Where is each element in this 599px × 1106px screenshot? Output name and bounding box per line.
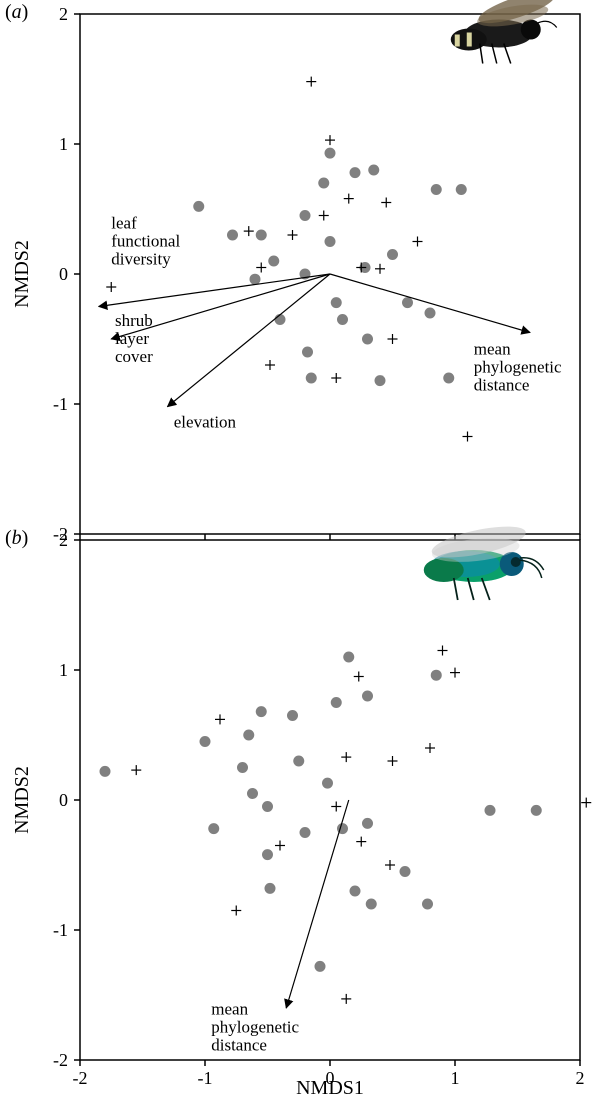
data-point-dot — [402, 297, 413, 308]
data-point-dot — [425, 308, 436, 319]
data-point-dot — [400, 866, 411, 877]
vector-label: shrublayercover — [115, 311, 153, 366]
data-point-dot — [350, 167, 361, 178]
data-point-dot — [243, 730, 254, 741]
data-point-dot — [250, 274, 261, 285]
wasp-icon — [424, 520, 544, 600]
data-point-dot — [315, 961, 326, 972]
data-point-dot — [456, 184, 467, 195]
data-point-dot — [362, 334, 373, 345]
data-point-dot — [325, 148, 336, 159]
data-point-dot — [337, 314, 348, 325]
x-tick-label: 1 — [451, 1068, 460, 1088]
data-point-dot — [350, 886, 361, 897]
data-point-dot — [237, 762, 248, 773]
data-point-dot — [362, 818, 373, 829]
vector-arrow — [330, 274, 530, 333]
data-point-dot — [368, 165, 379, 176]
vector-label: meanphylogeneticdistance — [474, 340, 562, 395]
y-tick-label: 2 — [59, 530, 68, 550]
data-point-dot — [366, 899, 377, 910]
data-point-dot — [275, 314, 286, 325]
data-point-dot — [200, 736, 211, 747]
plot-frame — [80, 540, 580, 1060]
data-point-dot — [422, 899, 433, 910]
data-point-dot — [302, 347, 313, 358]
data-point-dot — [375, 375, 386, 386]
data-point-dot — [227, 230, 238, 241]
y-tick-label: 0 — [59, 264, 68, 284]
data-point-dot — [100, 766, 111, 777]
y-tick-label: 1 — [59, 134, 68, 154]
data-point-dot — [300, 210, 311, 221]
data-point-dot — [325, 236, 336, 247]
data-point-dot — [431, 670, 442, 681]
data-point-dot — [331, 697, 342, 708]
data-point-dot — [443, 373, 454, 384]
x-tick-label: 2 — [576, 1068, 585, 1088]
data-point-dot — [256, 230, 267, 241]
data-point-dot — [343, 652, 354, 663]
data-point-dot — [247, 788, 258, 799]
panel-tag: (b) — [5, 527, 28, 549]
data-point-dot — [322, 778, 333, 789]
x-axis-label: NMDS1 — [296, 1077, 364, 1099]
y-axis-label: NMDS2 — [11, 766, 33, 834]
data-point-dot — [208, 823, 219, 834]
y-tick-label: 1 — [59, 660, 68, 680]
data-point-dot — [256, 706, 267, 717]
nmds-figure: -2 -1 0 1 2 NMDS2 (a) leaffunctionaldiversity sh… — [0, 0, 599, 1106]
data-point-dot — [331, 297, 342, 308]
y-axis-label: NMDS2 — [11, 240, 33, 308]
y-tick-label: -1 — [53, 394, 68, 414]
data-point-dot — [431, 184, 442, 195]
vector-arrow — [286, 800, 349, 1008]
figure-root: { "layout": { "width": 599, "height": 11… — [0, 0, 599, 1106]
data-point-dot — [300, 827, 311, 838]
x-tick-label: -2 — [73, 1068, 88, 1088]
panel-tag: (a) — [5, 1, 28, 23]
data-point-dot — [268, 256, 279, 267]
data-point-dot — [287, 710, 298, 721]
data-point-dot — [531, 805, 542, 816]
data-point-dot — [485, 805, 496, 816]
wasp-icon — [451, 0, 558, 64]
data-point-dot — [262, 849, 273, 860]
data-point-dot — [265, 883, 276, 894]
y-tick-label: 2 — [59, 4, 68, 24]
data-point-dot — [293, 756, 304, 767]
vector-label: elevation — [174, 412, 237, 431]
data-point-dot — [306, 373, 317, 384]
data-point-dot — [387, 249, 398, 260]
y-tick-label: 0 — [59, 790, 68, 810]
data-point-dot — [262, 801, 273, 812]
vector-label: leaffunctionaldiversity — [111, 214, 180, 269]
x-tick-label: -1 — [198, 1068, 213, 1088]
data-point-dot — [318, 178, 329, 189]
data-point-dot — [193, 201, 204, 212]
y-tick-label: -2 — [53, 1050, 68, 1070]
data-point-dot — [362, 691, 373, 702]
y-tick-label: -1 — [53, 920, 68, 940]
